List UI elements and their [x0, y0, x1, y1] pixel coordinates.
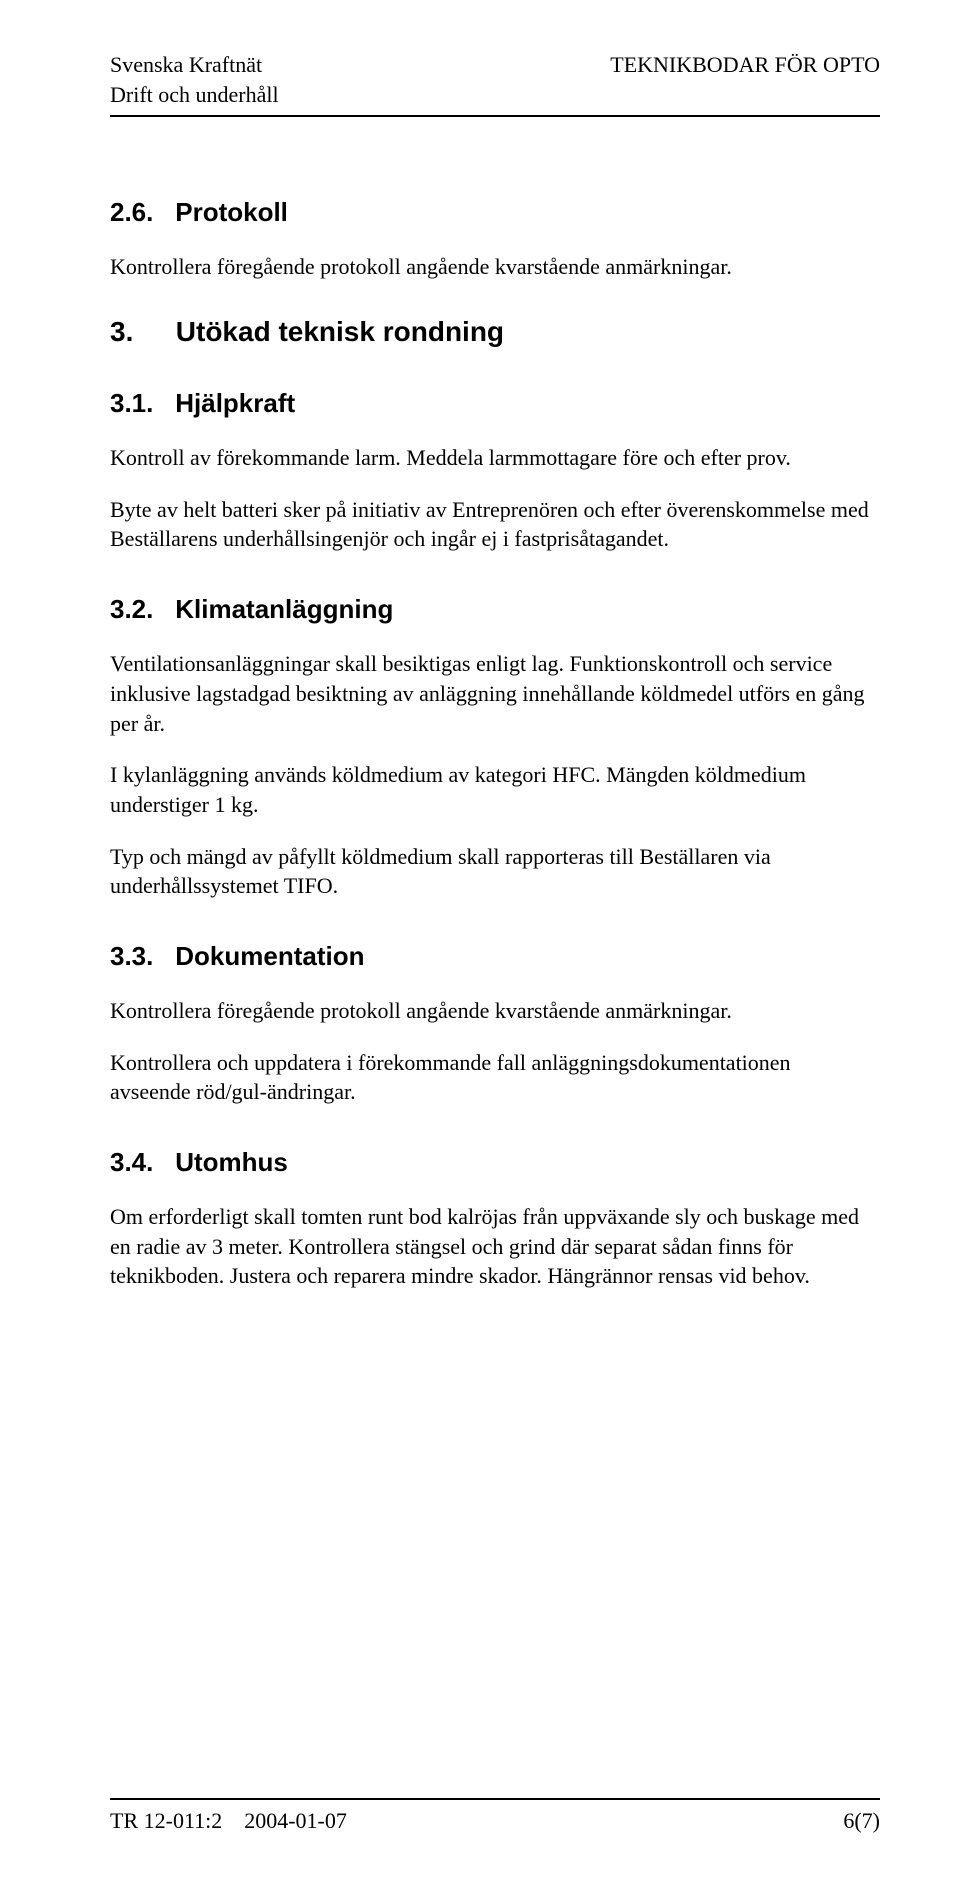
paragraph: Om erforderligt skall tomten runt bod ka…: [110, 1202, 870, 1291]
paragraph: Byte av helt batteri sker på initiativ a…: [110, 495, 870, 554]
heading-number: 3.1.: [110, 388, 168, 419]
paragraph: Typ och mängd av påfyllt köldmedium skal…: [110, 842, 870, 901]
heading-3-2: 3.2. Klimatanläggning: [110, 594, 880, 625]
footer-row: TR 12-011:2 2004-01-07 6(7): [110, 1808, 880, 1834]
heading-3-3: 3.3. Dokumentation: [110, 941, 880, 972]
header-left: Svenska Kraftnät Drift och underhåll: [110, 50, 279, 109]
heading-title: Klimatanläggning: [175, 594, 393, 624]
heading-number: 3.4.: [110, 1147, 168, 1178]
heading-title: Utökad teknisk rondning: [176, 316, 504, 347]
header-doc-title: TEKNIKBODAR FÖR OPTO: [610, 50, 880, 80]
paragraph: Ventilationsanläggningar skall besiktiga…: [110, 649, 870, 738]
page: Svenska Kraftnät Drift och underhåll TEK…: [0, 0, 960, 1882]
heading-number: 3.3.: [110, 941, 168, 972]
heading-number: 3.2.: [110, 594, 168, 625]
heading-title: Protokoll: [175, 197, 288, 227]
footer-doc-id: TR 12-011:2: [110, 1808, 222, 1833]
header-dept: Drift och underhåll: [110, 80, 279, 110]
heading-number: 3.: [110, 316, 168, 348]
header-right: TEKNIKBODAR FÖR OPTO: [610, 50, 880, 109]
paragraph: Kontrollera föregående protokoll angåend…: [110, 996, 870, 1026]
heading-3: 3. Utökad teknisk rondning: [110, 316, 880, 348]
footer-left: TR 12-011:2 2004-01-07: [110, 1808, 347, 1834]
paragraph: Kontroll av förekommande larm. Meddela l…: [110, 443, 870, 473]
content: 2.6. Protokoll Kontrollera föregående pr…: [110, 117, 880, 1413]
running-header: Svenska Kraftnät Drift och underhåll TEK…: [110, 50, 880, 109]
heading-3-1: 3.1. Hjälpkraft: [110, 388, 880, 419]
footer-rule: [110, 1798, 880, 1800]
heading-number: 2.6.: [110, 197, 168, 228]
heading-3-4: 3.4. Utomhus: [110, 1147, 880, 1178]
footer-page-number: 6(7): [843, 1808, 880, 1834]
heading-2-6: 2.6. Protokoll: [110, 197, 880, 228]
heading-title: Utomhus: [175, 1147, 288, 1177]
header-org: Svenska Kraftnät: [110, 50, 279, 80]
running-footer: TR 12-011:2 2004-01-07 6(7): [110, 1798, 880, 1834]
paragraph: I kylanläggning används köldmedium av ka…: [110, 760, 870, 819]
footer-date: 2004-01-07: [244, 1808, 347, 1833]
heading-title: Dokumentation: [175, 941, 364, 971]
paragraph: Kontrollera föregående protokoll angåend…: [110, 252, 870, 282]
heading-title: Hjälpkraft: [175, 388, 295, 418]
paragraph: Kontrollera och uppdatera i förekommande…: [110, 1048, 870, 1107]
